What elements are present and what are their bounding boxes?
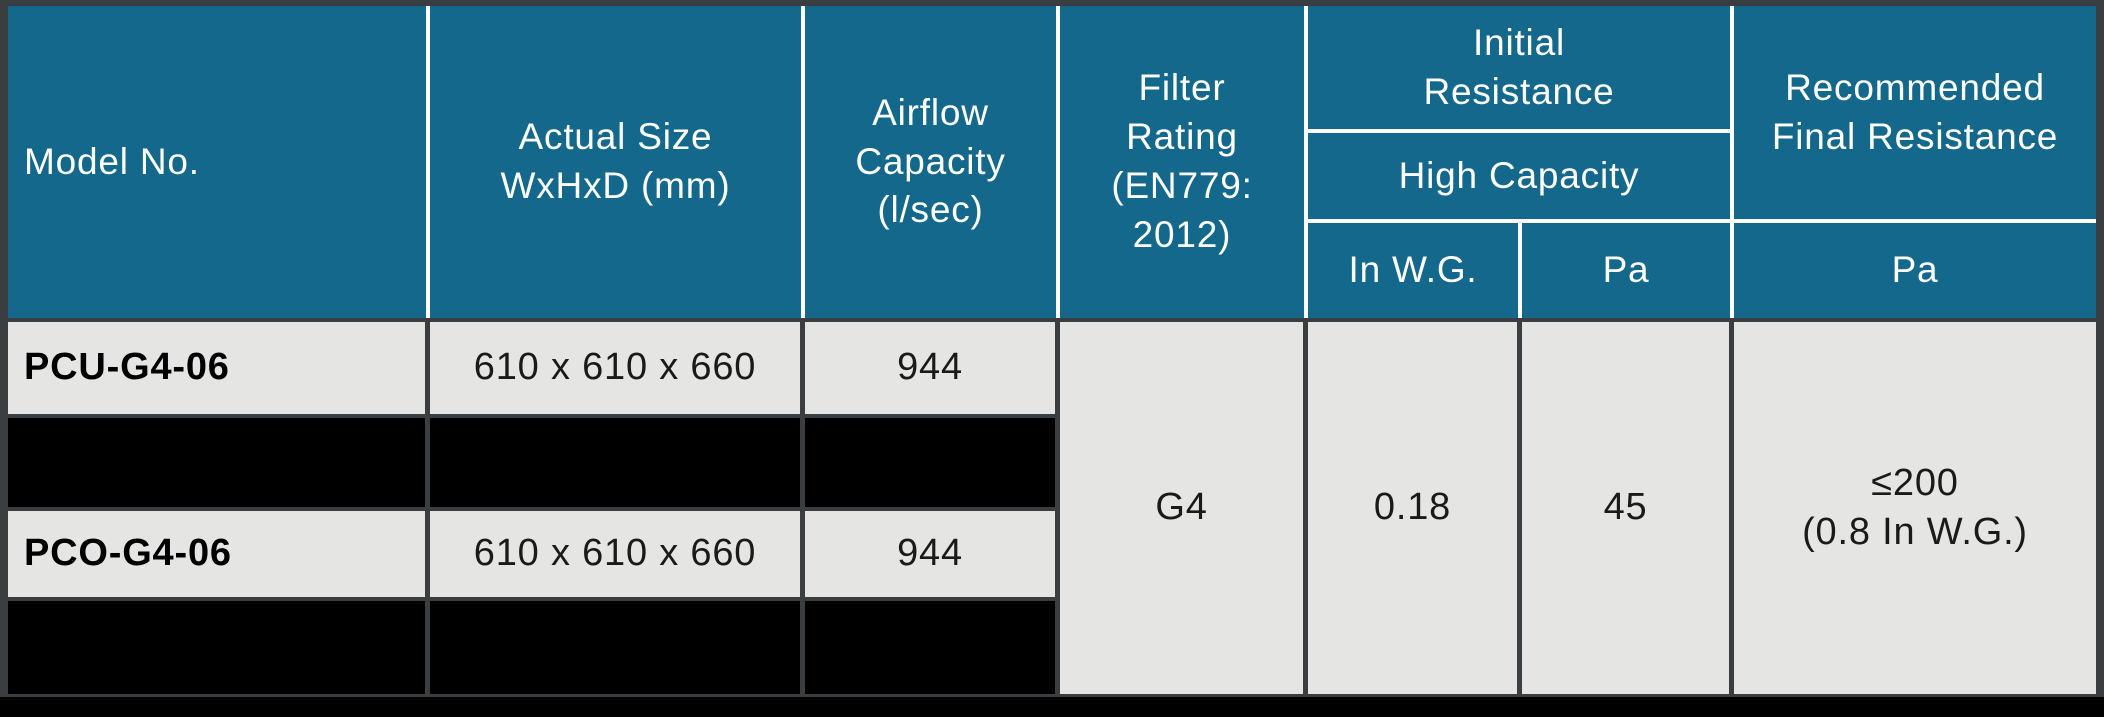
header-cell-filter-rating: Filter Rating (EN779: 2012)	[1060, 6, 1308, 318]
spec-table: Model No. Actual Size WxHxD (mm) Airflow…	[0, 0, 2104, 697]
header-cell-in-wg: In W.G.	[1308, 223, 1522, 318]
header-cell-actual-size: Actual Size WxHxD (mm)	[430, 6, 805, 318]
header-cell-recommended-final-resistance: Recommended Final Resistance	[1734, 6, 2096, 223]
header-cell-high-capacity: High Capacity	[1308, 133, 1734, 223]
header-cell-recommended-pa: Pa	[1734, 223, 2096, 318]
table-header: Model No. Actual Size WxHxD (mm) Airflow…	[8, 6, 2096, 318]
cell-filter-rating-shared: G4	[1060, 322, 1303, 694]
cell-model-row1: PCU-G4-06	[8, 322, 425, 414]
cell-model-row3: PCO-G4-06	[8, 511, 425, 597]
header-cell-airflow-capacity: Airflow Capacity (l/sec)	[805, 6, 1060, 318]
cell-airflow-row1: 944	[805, 322, 1055, 414]
redacted-cell-airflow-row4	[805, 601, 1055, 694]
cell-recommended-final-resistance-shared: ≤200 (0.8 In W.G.)	[1734, 322, 2096, 694]
redacted-cell-size-row2	[430, 418, 800, 507]
cell-initial-resistance-in-wg-shared: 0.18	[1308, 322, 1517, 694]
header-cell-model-no: Model No.	[8, 6, 430, 318]
cell-initial-resistance-pa-shared: 45	[1522, 322, 1729, 694]
redacted-cell-airflow-row2	[805, 418, 1055, 507]
redacted-cell-model-row2	[8, 418, 425, 507]
header-cell-pa: Pa	[1522, 223, 1734, 318]
redacted-cell-model-row4	[8, 601, 425, 694]
header-cell-initial-resistance: Initial Resistance	[1308, 6, 1734, 133]
redacted-cell-size-row4	[430, 601, 800, 694]
cell-size-row3: 610 x 610 x 660	[430, 511, 800, 597]
table-body: PCU-G4-06 610 x 610 x 660 944 PCO-G4-06 …	[8, 322, 2096, 694]
cell-airflow-row3: 944	[805, 511, 1055, 597]
cell-size-row1: 610 x 610 x 660	[430, 322, 800, 414]
